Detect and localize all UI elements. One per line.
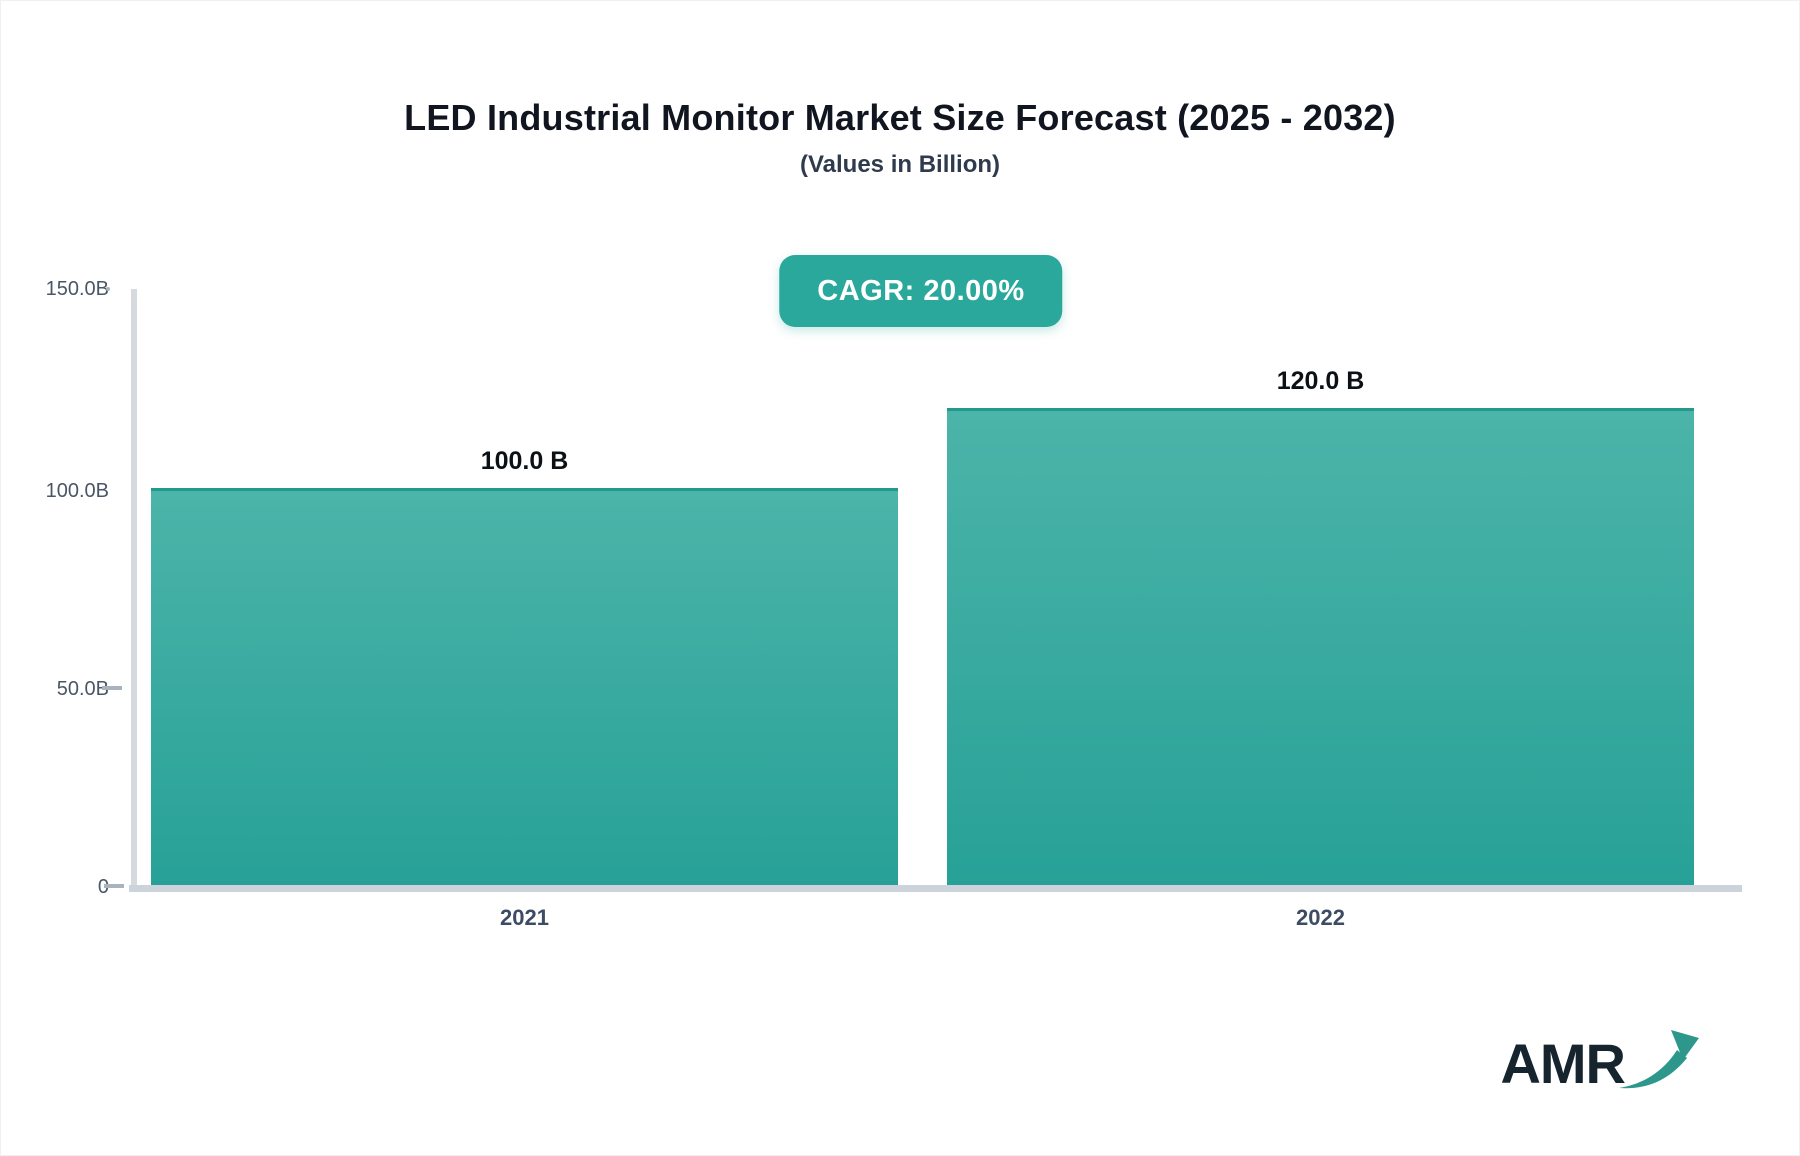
amr-logo-text: AMR [1500,1032,1626,1095]
y-tick-label-0: 0 [1,874,109,900]
x-tick-label-2022: 2022 [1296,905,1345,930]
cagr-badge: CAGR: 20.00% [779,255,1063,327]
bar-group-2021: 100.0 B [151,289,898,885]
amr-logo: AMR [1500,1029,1701,1096]
y-tick-mark-0 [104,884,124,888]
chart-title: LED Industrial Monitor Market Size Forec… [404,97,1396,138]
bar-value-label-2021: 100.0 B [480,447,569,475]
bar-2021 [151,488,898,885]
y-axis-line [131,289,137,887]
x-tick-label-2021: 2021 [500,905,549,930]
y-tick-label-100: 100.0B [45,480,109,502]
y-tick-mark-50 [102,686,122,690]
chart-subtitle: (Values in Billion) [799,151,1001,178]
bar-2022 [947,408,1694,885]
bar-group-2022: 120.0 B [947,289,1694,885]
amr-logo-arrow-icon [1619,1029,1699,1088]
y-tick-label-50: 50.0B [56,678,109,700]
bar-value-label-2022: 120.0 B [1276,367,1365,395]
y-tick-mark-150 [106,287,110,291]
x-axis-line [129,885,1742,892]
y-tick-label-150: 150.0B [45,278,109,300]
